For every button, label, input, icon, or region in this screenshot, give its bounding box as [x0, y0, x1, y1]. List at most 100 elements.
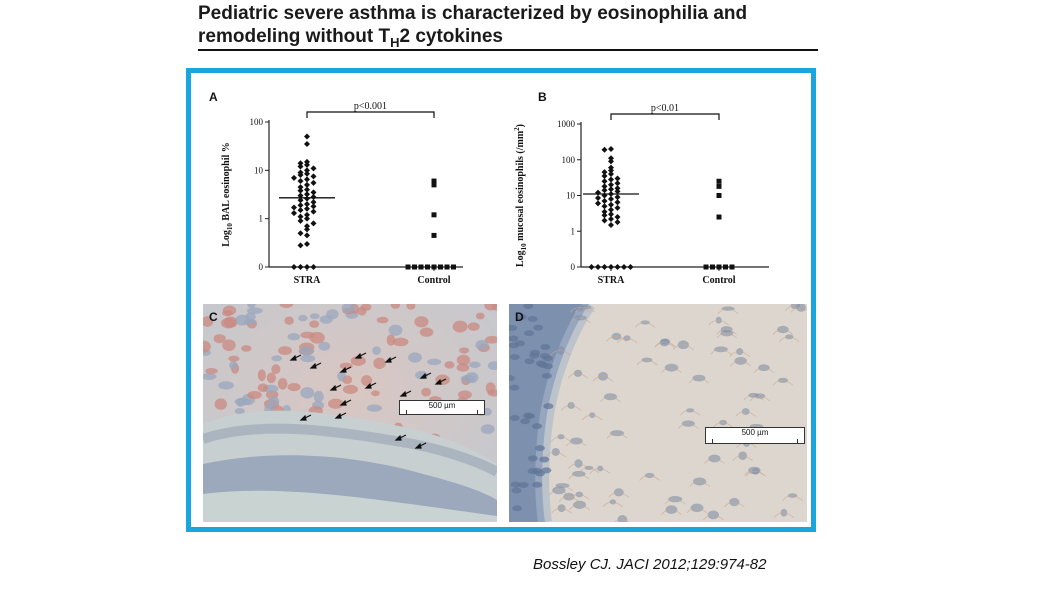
- chart-b-point-stra: [614, 264, 621, 270]
- chart-b-point-stra: [601, 264, 608, 270]
- micrograph-d-epithelial-cell: [522, 412, 533, 419]
- chart-a-point-control: [431, 232, 437, 238]
- micrograph-d-fiber: [600, 396, 621, 403]
- micrograph-c-arrow-head: [354, 352, 362, 359]
- micrograph-d-fiber: [679, 409, 701, 416]
- chart-b-point-stra: [601, 203, 608, 210]
- chart-b-point-control: [716, 214, 722, 220]
- chart-a-point-stra: [297, 172, 304, 179]
- chart-b-point-stra: [614, 194, 621, 201]
- title-line-2-pre: remodeling without T: [198, 26, 391, 47]
- chart-b-y-tick-label: 0: [571, 262, 576, 272]
- chart-b-point-control: [716, 193, 722, 198]
- micrograph-d-fiber: [616, 337, 638, 344]
- micrograph-c-cell: [229, 361, 238, 370]
- micrograph-d-fiber: [636, 359, 658, 366]
- micrograph-d-fiber: [578, 467, 600, 474]
- micrograph-c-cell: [214, 398, 228, 410]
- micrograph-d-fiber: [708, 319, 729, 326]
- chart-b-y-label-sup: 2: [513, 127, 521, 131]
- micrograph-c-cell: [228, 355, 240, 362]
- chart-b-point-stra: [614, 185, 621, 192]
- micrograph-d-fiber: [569, 504, 590, 511]
- micrograph-d-image: [509, 304, 807, 522]
- chart-a-point-stra: [304, 223, 310, 230]
- chart-a-point-control: [431, 178, 437, 184]
- micrograph-c-cell: [475, 339, 489, 351]
- micrograph-c-cell: [213, 334, 226, 344]
- chart-b-point-stra: [614, 180, 621, 187]
- chart-a-point-stra: [291, 174, 297, 181]
- micrograph-d-epithelial-cell: [540, 344, 551, 351]
- chart-a-point-stra: [304, 205, 310, 212]
- micrograph-c-cell: [309, 313, 320, 320]
- chart-a-y-axis-label: Log10 BAL eosinophil %: [221, 142, 234, 247]
- title-line-1: Pediatric severe asthma is characterized…: [198, 3, 748, 24]
- scale-bar-d-label: 500 µm: [741, 428, 769, 437]
- chart-a-point-stra: [297, 230, 304, 237]
- chart-b-point-control: [723, 264, 728, 270]
- micrograph-c-arrow-head: [384, 356, 392, 363]
- micrograph-d-fiber: [606, 336, 627, 342]
- micrograph-d-epithelial-cell: [511, 487, 522, 494]
- chart-a-point-stra: [310, 203, 317, 210]
- chart-a-significance-bracket: [306, 111, 435, 118]
- chart-b-point-stra: [627, 264, 634, 270]
- micrograph-d-epithelial-cell: [532, 481, 543, 488]
- chart-a-point-stra: [304, 181, 310, 188]
- micrograph-c-cell: [372, 346, 381, 355]
- chart-a-point-control: [418, 264, 424, 270]
- micrograph-d-fiber: [745, 470, 766, 477]
- micrograph-d-epithelial-cell: [534, 445, 545, 452]
- chart-b-point-stra: [601, 212, 608, 219]
- micrograph-d-fiber: [548, 490, 570, 496]
- chart-a-point-stra: [304, 201, 310, 208]
- micrograph-c-cell: [247, 304, 256, 309]
- chart-b-category-label: Control: [702, 275, 735, 286]
- chart-b-point-stra: [608, 201, 614, 208]
- chart-a-point-stra: [297, 264, 304, 270]
- chart-b-point-stra: [608, 186, 614, 193]
- micrograph-c-cell: [421, 387, 432, 397]
- micrograph-c: C 500 µm: [203, 304, 497, 522]
- chart-b-point-stra: [601, 217, 608, 224]
- micrograph-c-cell: [373, 357, 386, 370]
- micrograph-c-cell: [457, 390, 472, 400]
- micrograph-d-fiber: [732, 455, 753, 462]
- micrograph-d-fiber: [589, 468, 611, 474]
- chart-a-point-stra: [304, 141, 310, 148]
- chart-a-point-stra: [310, 165, 317, 172]
- micrograph-c-cell: [487, 361, 497, 371]
- title-line-2: remodeling without TH2 cytokines: [198, 25, 838, 54]
- slide-title: Pediatric severe asthma is characterized…: [198, 2, 838, 54]
- micrograph-d-epithelial-cell: [509, 324, 518, 331]
- chart-a-point-stra: [304, 226, 310, 233]
- chart-a-point-stra: [304, 240, 310, 247]
- chart-b-y-tick-label: 1000: [557, 119, 576, 129]
- chart-a-point-stra: [304, 232, 310, 239]
- chart-a-y-label-sub: 10: [226, 223, 234, 231]
- micrograph-d-epithelial-cell: [531, 467, 542, 474]
- micrograph-c-cell: [318, 341, 331, 351]
- chart-b-point-control: [716, 264, 722, 270]
- chart-b-point-stra: [601, 208, 608, 215]
- micrograph-d-epithelial-cell: [512, 505, 523, 512]
- micrograph-c-cell: [234, 408, 245, 415]
- chart-b-point-stra: [601, 146, 608, 153]
- micrograph-d-epithelial-cell: [529, 349, 540, 356]
- chart-a-point-control: [444, 264, 450, 270]
- chart-b-point-stra: [601, 187, 608, 194]
- micrograph-c-cell: [456, 354, 471, 366]
- chart-a-point-stra: [291, 264, 297, 270]
- micrograph-d-epithelial-cell: [543, 403, 554, 410]
- chart-a-point-stra: [304, 195, 310, 202]
- chart-b-y-label-text: mucosal eosinophils (/mm: [515, 130, 526, 243]
- micrograph-d-fiber: [712, 422, 734, 428]
- chart-a-point-control: [431, 212, 437, 218]
- micrograph-c-cell: [267, 396, 280, 408]
- micrograph-c-cell: [388, 324, 403, 336]
- micrograph-c-arrow-head: [329, 384, 337, 391]
- micrograph-c-cell: [240, 345, 252, 352]
- micrograph-c-cell: [350, 355, 366, 366]
- micrograph-c-cell: [299, 345, 314, 356]
